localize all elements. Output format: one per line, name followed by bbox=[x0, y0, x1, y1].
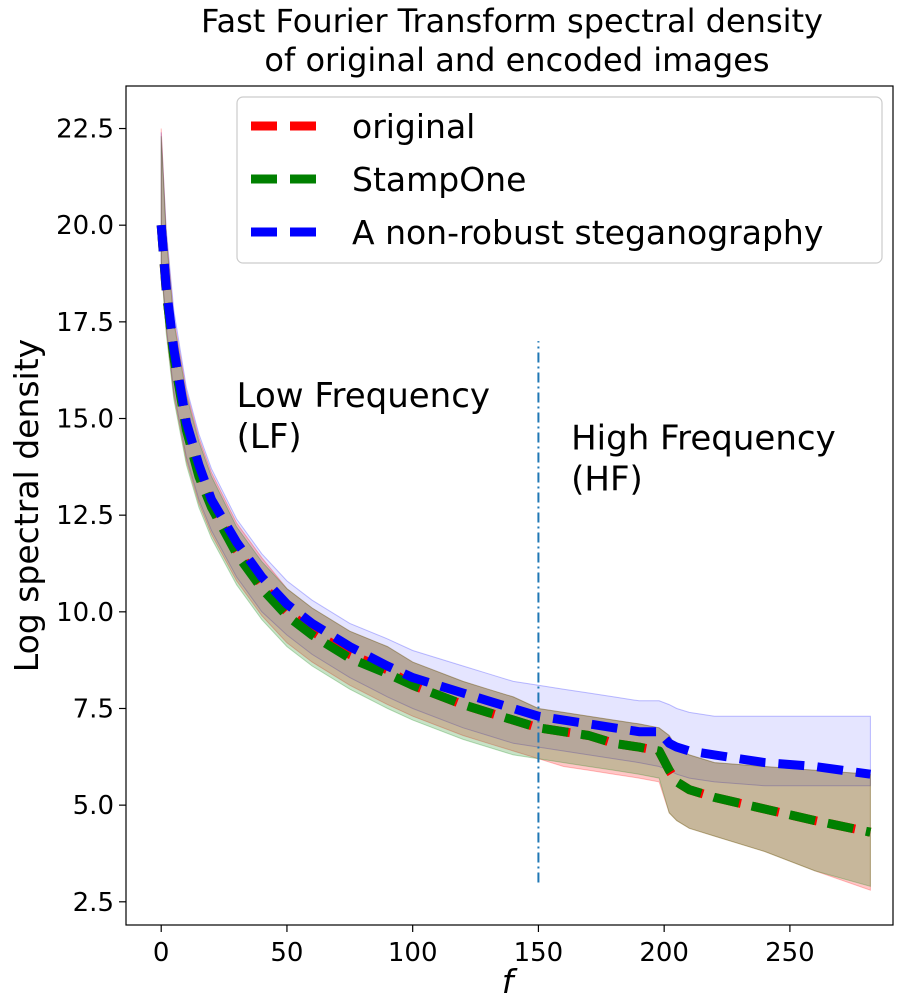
y-tick-label: 2.5 bbox=[73, 888, 114, 918]
annotation-low-frequency-line: Low Frequency bbox=[237, 376, 490, 416]
plot-frame bbox=[125, 85, 894, 926]
y-tick-label: 20.0 bbox=[56, 211, 114, 241]
annotation-high-frequency-line: High Frequency bbox=[571, 418, 836, 458]
x-tick-label: 100 bbox=[388, 938, 438, 968]
legend-label-stampone: StampOne bbox=[352, 160, 526, 199]
x-tick-label: 200 bbox=[639, 938, 689, 968]
axes: 0 50 100 150 200 250 2.5 5.0 7.5 10.0 12.5 15.0 17.5… bbox=[7, 85, 894, 1000]
x-tick-label: 150 bbox=[514, 938, 564, 968]
x-tick-label: 50 bbox=[270, 938, 303, 968]
chart-title: Fast Fourier Transform spectral density bbox=[201, 2, 823, 40]
legend-label-original: original bbox=[352, 107, 475, 146]
annotation-low-frequency: Low Frequency (LF) bbox=[237, 376, 490, 457]
y-tick-label: 17.5 bbox=[56, 308, 114, 338]
annotation-high-frequency-line: (HF) bbox=[571, 459, 643, 499]
x-tick-label: 250 bbox=[765, 938, 815, 968]
legend-label-a-non-robust-steganography: A non-robust steganography bbox=[352, 213, 823, 252]
y-axis-label: Log spectral density bbox=[7, 339, 46, 672]
band-a-non-robust-steganography bbox=[160, 132, 871, 787]
series-lines bbox=[156, 224, 872, 837]
y-tick-label: 10.0 bbox=[56, 598, 114, 628]
x-tick-label: 0 bbox=[153, 938, 170, 968]
y-tick-label: 5.0 bbox=[73, 791, 114, 821]
y-tick-label: 15.0 bbox=[56, 405, 114, 435]
series-line-a-non-robust-steganography bbox=[156, 224, 872, 779]
y-tick-label: 22.5 bbox=[56, 115, 114, 145]
annotations: Low Frequency (LF) High Frequency (HF) bbox=[237, 376, 836, 500]
chart-title-group: Fast Fourier Transform spectral density … bbox=[201, 2, 823, 79]
legend-frame bbox=[236, 96, 883, 264]
y-tick-label: 12.5 bbox=[56, 501, 114, 531]
chart-subtitle: of original and encoded images bbox=[264, 41, 769, 79]
legend: original StampOne A non-robust steganograp… bbox=[236, 96, 883, 264]
y-tick-label: 7.5 bbox=[73, 694, 114, 724]
annotation-low-frequency-line: (LF) bbox=[237, 417, 302, 457]
band-stampone bbox=[160, 136, 871, 887]
annotation-high-frequency: High Frequency (HF) bbox=[571, 418, 836, 499]
